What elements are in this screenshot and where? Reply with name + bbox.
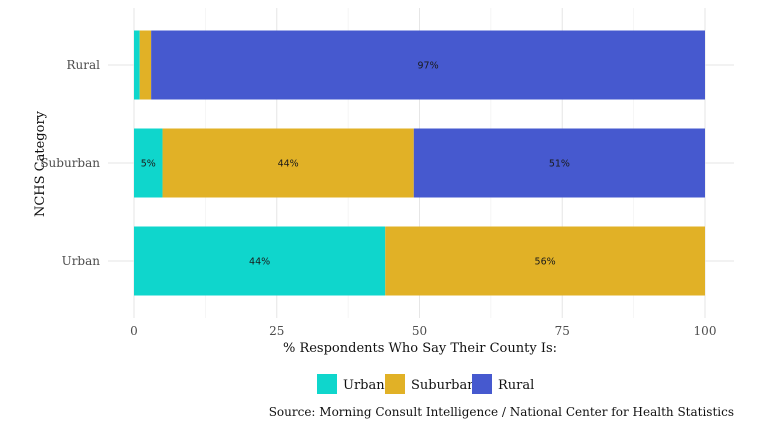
x-tick-label: 0 [130,324,138,338]
bar-segment-urban [134,128,163,198]
y-tick-label: Rural [67,58,101,72]
bar-labels: 97% 5% 44% 51% 44% 56% [141,61,570,268]
x-tick-label: 50 [412,324,427,338]
bar-value-label: 51% [549,159,570,170]
bar-value-label: 44% [249,257,270,268]
bar-segment-rural [151,30,705,100]
x-tick-label: 25 [269,324,284,338]
y-axis-title: NCHS Category [33,110,48,217]
legend: Urban Suburban Rural [317,374,534,394]
y-tick-labels: Rural Suburban Urban [40,58,100,268]
x-tick-labels: 0 25 50 75 100 [130,324,716,338]
x-tick-label: 100 [694,324,717,338]
y-tick-label: Urban [62,254,101,268]
bar-segment-suburban [139,30,152,100]
bar-value-label: 5% [141,159,156,170]
bars [134,30,705,296]
y-tick-label: Suburban [40,156,100,170]
bar-segment-urban [134,226,386,296]
source-caption: Source: Morning Consult Intelligence / N… [269,405,734,419]
bar-value-label: 97% [418,61,439,72]
x-axis-title: % Respondents Who Say Their County Is: [283,341,557,356]
bar-segment-suburban [385,226,705,296]
legend-swatch-rural [472,374,492,394]
legend-swatch-urban [317,374,337,394]
bar-value-label: 56% [535,257,556,268]
legend-label-suburban: Suburban [411,378,476,393]
x-tick-label: 75 [555,324,570,338]
legend-swatch-suburban [385,374,405,394]
legend-label-urban: Urban [343,378,385,393]
bar-value-label: 44% [278,159,299,170]
bar-segment-rural [413,128,705,198]
bar-segment-suburban [162,128,414,198]
legend-label-rural: Rural [498,378,534,393]
bar-segment-urban [134,30,140,100]
